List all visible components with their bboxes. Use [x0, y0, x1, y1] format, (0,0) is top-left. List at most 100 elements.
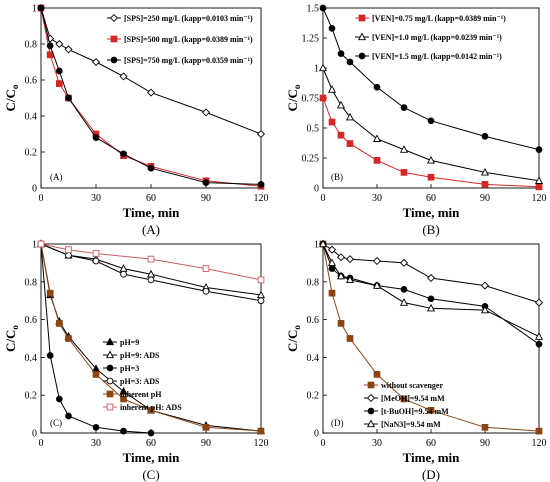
- data-point: [535, 427, 543, 435]
- chart-panel-b: 0 30 60 90 120 0 0.25 0.5 0.75 1 1.25 1.5 Time, min C…: [285, 4, 547, 238]
- data-point: [535, 146, 543, 153]
- data-point: [481, 133, 489, 140]
- x-tick-label: 30: [372, 438, 382, 449]
- data-point: [147, 276, 155, 284]
- legend-swatch-marker: [106, 364, 114, 372]
- legend-entry: [SPS]=750 mg/L (kapp=0.0359 min⁻¹): [124, 56, 253, 65]
- x-tick-label: 30: [91, 438, 101, 449]
- data-point: [202, 179, 210, 186]
- x-tick-label: 120: [254, 438, 269, 449]
- y-tick-label: 0.2: [25, 148, 38, 159]
- data-point: [337, 50, 345, 57]
- legend-swatch-marker: [366, 419, 376, 428]
- y-tick-label: 0: [314, 429, 319, 440]
- legend: [SPS]=250 mg/L (kapp=0.0103 min⁻¹) [SPS]=…: [107, 13, 253, 65]
- data-point: [319, 94, 327, 102]
- legend: without scavenger [MeOH]=9.54 mM [t-BuOH]=…: [364, 381, 449, 429]
- data-point: [346, 58, 354, 66]
- x-tick-label: 60: [146, 438, 156, 449]
- data-point: [481, 181, 489, 188]
- y-tick-label: 0: [314, 184, 319, 195]
- chart-panel-a: 0 30 60 90 120 0 0.2 0.4 0.6 0.8 1 Time, min C/Co [SP…: [3, 4, 269, 238]
- panel-tag: (C): [50, 418, 62, 428]
- series-2: [318, 63, 544, 184]
- series-line: [40, 7, 262, 135]
- legend-swatch-marker: [357, 32, 367, 41]
- data-point: [400, 395, 408, 403]
- panel-caption: (D): [422, 467, 440, 482]
- data-point: [336, 100, 346, 109]
- data-point: [426, 273, 436, 283]
- data-point: [373, 371, 381, 378]
- data-point: [399, 258, 409, 267]
- data-point: [92, 250, 100, 257]
- data-point: [257, 181, 265, 188]
- data-point: [345, 255, 355, 264]
- data-point: [400, 286, 408, 293]
- data-point: [373, 157, 381, 164]
- data-point: [147, 406, 155, 414]
- x-tick-label: 30: [372, 193, 382, 204]
- series-3: [319, 4, 543, 153]
- series-1: [36, 3, 266, 139]
- legend-swatch-marker: [105, 350, 115, 359]
- series-line: [40, 243, 262, 281]
- data-point: [55, 320, 63, 327]
- y-tick-label: 0: [32, 429, 37, 440]
- panel-tag: (B): [331, 172, 343, 182]
- data-point: [372, 134, 382, 142]
- data-point: [328, 118, 336, 126]
- series-2: [318, 239, 544, 307]
- data-point: [46, 289, 54, 297]
- legend-entry: [SPS]=250 mg/L (kapp=0.0103 min⁻¹): [124, 14, 253, 23]
- legend-swatch-marker: [110, 35, 118, 43]
- data-point: [535, 183, 543, 191]
- data-point: [426, 303, 436, 312]
- data-point: [327, 85, 337, 93]
- legend-swatch-marker: [106, 390, 114, 398]
- legend: pH=9 pH=9: ADS pH=3 pH=3: ADS inherent pH inh…: [103, 337, 182, 412]
- series-3: [37, 4, 265, 188]
- legend-swatch-marker: [358, 14, 366, 22]
- data-point: [346, 335, 354, 342]
- data-point: [373, 83, 381, 91]
- series-line: [322, 243, 540, 432]
- data-point: [120, 427, 127, 435]
- data-point: [400, 104, 408, 111]
- legend-entry: without scavenger: [381, 381, 443, 390]
- data-point: [319, 4, 327, 12]
- x-axis-label: Time, min: [123, 450, 181, 465]
- series-2: [37, 4, 265, 190]
- legend-entry: [t-BuOH]=9.54 mM: [381, 407, 449, 416]
- data-point: [327, 245, 337, 254]
- data-point: [481, 423, 489, 431]
- series-5: [37, 240, 265, 435]
- data-point: [427, 295, 435, 303]
- data-point: [202, 265, 210, 272]
- y-tick-label: 0.2: [25, 391, 38, 402]
- data-point: [92, 134, 100, 141]
- y-tick-label: 0.4: [307, 353, 320, 364]
- data-point: [37, 240, 45, 248]
- y-axis-label: C/Co: [3, 325, 20, 352]
- y-tick-label: 1: [314, 240, 319, 251]
- legend-entry: inherent pH: [120, 390, 162, 399]
- data-point: [346, 140, 354, 147]
- series-4: [318, 239, 544, 340]
- data-point: [46, 42, 54, 50]
- data-point: [318, 239, 328, 248]
- legend-swatch-marker: [106, 377, 114, 385]
- data-point: [119, 386, 128, 395]
- series-line: [322, 243, 540, 338]
- y-tick-label: 0.5: [307, 124, 320, 135]
- data-point: [65, 251, 72, 259]
- x-tick-label: 60: [146, 193, 156, 204]
- data-point: [256, 129, 266, 139]
- data-point: [92, 257, 100, 265]
- series-6: [37, 240, 265, 284]
- data-point: [65, 246, 72, 254]
- x-tick-label: 90: [480, 193, 490, 204]
- y-tick-label: 0.4: [25, 353, 38, 364]
- data-point: [202, 287, 210, 295]
- data-point: [92, 423, 100, 431]
